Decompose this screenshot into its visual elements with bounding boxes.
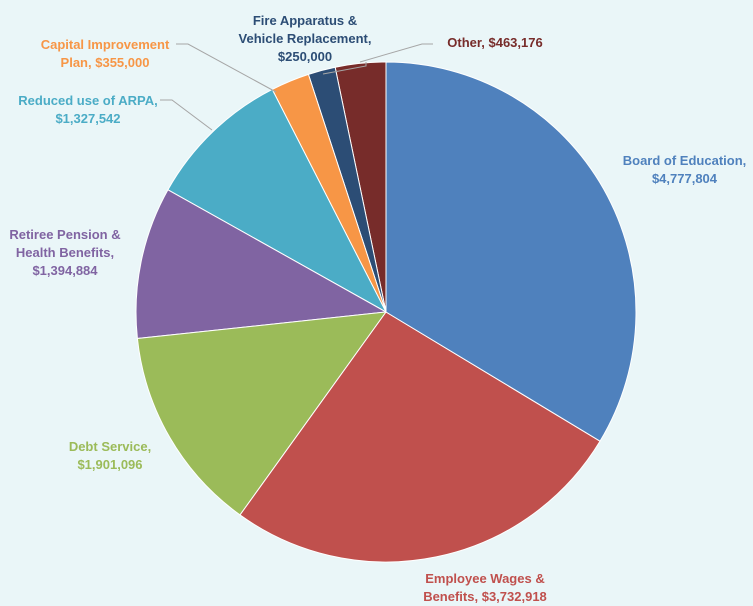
slice-label: Employee Wages & Benefits, $3,732,918 [405,570,565,606]
value-label: $355,000 [95,55,150,70]
slice-label: Retiree Pension & Health Benefits, $1,39… [0,226,130,280]
pie-slice [239,311,601,563]
category-label: Reduced use of ARPA, [18,93,158,108]
pie-slice [167,88,388,314]
pie-slice [135,189,388,340]
pie-slice [136,311,388,516]
category-label: Employee Wages & Benefits, [423,571,545,604]
value-label: $1,901,096 [77,457,143,472]
value-label: $463,176 [488,35,543,50]
category-label: Other, [447,35,485,50]
leader-line [359,43,433,63]
category-label: Fire Apparatus & Vehicle Replacement, [238,13,372,46]
value-label: $4,777,804 [651,171,718,186]
category-label: Board of Education, [622,153,747,168]
slice-label: Fire Apparatus & Vehicle Replacement, $2… [230,12,380,66]
category-label: Retiree Pension & Health Benefits, [9,227,121,260]
slice-label: Debt Service, $1,901,096 [60,438,160,474]
leader-line [322,62,367,75]
leader-lines [160,43,433,131]
slice-label: Board of Education, $4,777,804 [612,152,753,188]
value-label: $3,732,918 [481,589,547,604]
leader-line [176,43,277,93]
slice-label: Other, $463,176 [425,34,565,52]
slice-label: Capital Improvement Plan, $355,000 [30,36,180,72]
pie-slice [385,61,637,442]
category-label: Debt Service, [68,439,152,454]
slice-label: Reduced use of ARPA, $1,327,542 [8,92,168,128]
category-label: Capital Improvement Plan, [40,37,170,70]
value-label: $250,000 [277,49,333,64]
value-label: $1,327,542 [55,111,121,126]
leader-line [160,99,213,131]
value-label: $1,394,884 [32,263,98,278]
